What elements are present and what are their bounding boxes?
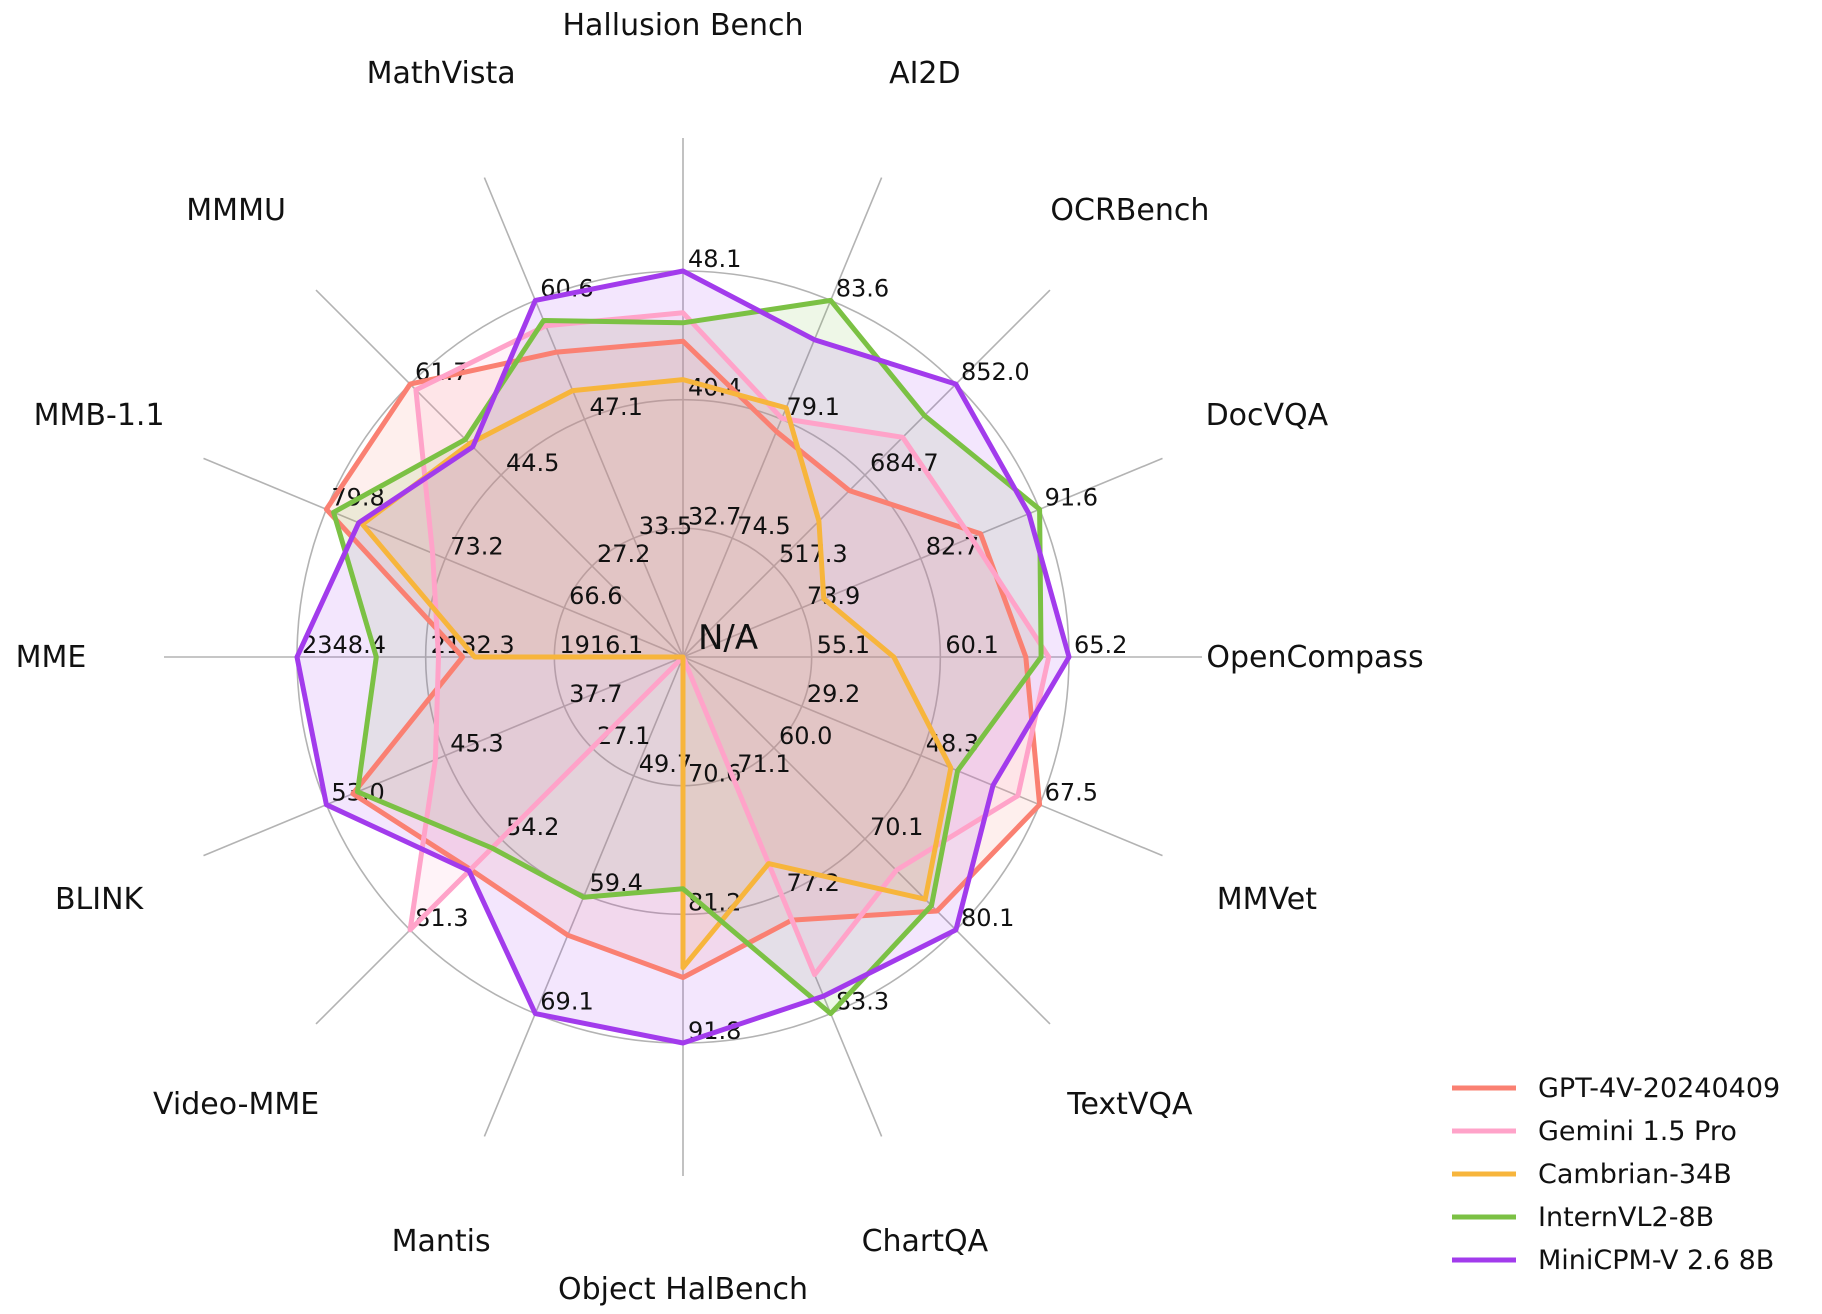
tick-label-ai2d-1: 74.5 xyxy=(737,512,790,540)
series-line-minicpm-v-2-6-8b xyxy=(294,268,1072,1046)
series-line-gpt-4v-20240409 xyxy=(323,338,1043,980)
series-fill-gemini-1-5-pro xyxy=(410,312,1049,975)
axis-spoke-blink xyxy=(203,656,684,857)
tick-label-hallusion-bench-3: 48.1 xyxy=(688,245,741,273)
axis-title-blink: BLINK xyxy=(55,882,145,917)
tick-label-mantis-3: 69.1 xyxy=(540,988,593,1016)
axis-title-object-halbench: Object HalBench xyxy=(558,1272,808,1307)
tick-label-ai2d-2: 79.1 xyxy=(786,393,839,421)
series-fill-cambrian-34b xyxy=(362,379,951,968)
legend: GPT-4V-20240409 Gemini 1.5 Pro Cambrian-34… xyxy=(1452,1073,1780,1276)
axis-title-mathvista: MathVista xyxy=(367,56,516,91)
series-line-gemini-1-5-pro xyxy=(407,310,1052,978)
tick-label-ai2d-3: 83.6 xyxy=(836,274,889,302)
tick-label-textvqa-3: 80.1 xyxy=(961,904,1014,932)
tick-label-mmmu-1: 27.2 xyxy=(597,540,650,568)
legend-item-minicpm-v-2-6-8b: MiniCPM-V 2.6 8B xyxy=(1452,1245,1774,1276)
legend-item-cambrian-34b: Cambrian-34B xyxy=(1452,1159,1732,1190)
tick-label-ocrbench-3: 852.0 xyxy=(961,358,1030,386)
series-fill-internvl2-8b xyxy=(333,300,1042,1014)
legend-label-gpt-4v-20240409: GPT-4V-20240409 xyxy=(1538,1073,1780,1104)
tick-label-mathvista-1: 33.5 xyxy=(639,512,692,540)
tick-label-mme-1: 1916.1 xyxy=(559,631,643,659)
axis-title-opencompass: OpenCompass xyxy=(1206,640,1423,675)
axis-title-mantis: Mantis xyxy=(392,1224,491,1259)
tick-label-chartqa-1: 71.1 xyxy=(737,750,790,778)
tick-label-opencompass-3: 65.2 xyxy=(1074,631,1127,659)
axis-spoke-mmb-1-1 xyxy=(203,457,684,658)
axis-spoke-mmmu xyxy=(315,289,684,658)
axis-title-chartqa: ChartQA xyxy=(862,1224,989,1259)
tick-label-mmvet-3: 67.5 xyxy=(1045,779,1098,807)
tick-label-textvqa-2: 70.1 xyxy=(870,813,923,841)
tick-label-textvqa-1: 60.0 xyxy=(779,722,832,750)
center-na-label: N/A xyxy=(698,618,758,658)
series-lines xyxy=(294,268,1072,1046)
axis-title-ai2d: AI2D xyxy=(889,56,961,91)
tick-label-mmvet-1: 29.2 xyxy=(807,680,860,708)
axis-spoke-textvqa xyxy=(682,656,1051,1025)
axis-title-mmvet: MMVet xyxy=(1217,882,1317,917)
legend-label-gemini-1-5-pro: Gemini 1.5 Pro xyxy=(1538,1116,1737,1147)
legend-item-internvl2-8b: InternVL2-8B xyxy=(1452,1202,1714,1233)
tick-label-mathvista-2: 47.1 xyxy=(590,393,643,421)
axis-title-ocrbench: OCRBench xyxy=(1050,193,1209,228)
axis-title-textvqa: TextVQA xyxy=(1066,1087,1193,1122)
axis-spoke-docvqa xyxy=(682,457,1163,658)
tick-label-mmb-1-1-1: 66.6 xyxy=(569,582,622,610)
legend-label-cambrian-34b: Cambrian-34B xyxy=(1538,1159,1732,1190)
tick-label-opencompass-2: 60.1 xyxy=(945,631,998,659)
series-line-internvl2-8b xyxy=(331,297,1044,1017)
legend-label-internvl2-8b: InternVL2-8B xyxy=(1538,1202,1714,1233)
axis-title-mmb-1-1: MMB-1.1 xyxy=(34,398,165,433)
legend-item-gpt-4v-20240409: GPT-4V-20240409 xyxy=(1452,1073,1780,1104)
tick-label-ocrbench-1: 517.3 xyxy=(779,540,848,568)
axis-spoke-ocrbench xyxy=(682,289,1051,658)
axis-spoke-mmvet xyxy=(682,656,1163,857)
axis-spoke-mathvista xyxy=(483,177,684,658)
tick-label-opencompass-1: 55.1 xyxy=(817,631,870,659)
axis-title-docvqa: DocVQA xyxy=(1206,398,1329,433)
tick-label-blink-2: 45.3 xyxy=(450,729,503,757)
legend-item-gemini-1-5-pro: Gemini 1.5 Pro xyxy=(1452,1116,1737,1147)
tick-label-mmmu-2: 44.5 xyxy=(506,449,559,477)
tick-label-blink-1: 37.7 xyxy=(569,680,622,708)
tick-label-hallusion-bench-1: 32.7 xyxy=(688,502,741,530)
axis-title-video-mme: Video-MME xyxy=(153,1087,319,1122)
legend-label-minicpm-v-2-6-8b: MiniCPM-V 2.6 8B xyxy=(1538,1245,1774,1276)
axis-titles: Hallusion Bench AI2D OCRBench DocVQA OpenCom… xyxy=(16,8,1424,1307)
tick-label-mmb-1-1-2: 73.2 xyxy=(450,533,503,561)
axis-title-mme: MME xyxy=(16,640,87,675)
axis-title-hallusion-bench: Hallusion Bench xyxy=(562,8,803,43)
axis-title-mmmu: MMMU xyxy=(186,193,286,228)
tick-label-docvqa-3: 91.6 xyxy=(1045,483,1098,511)
